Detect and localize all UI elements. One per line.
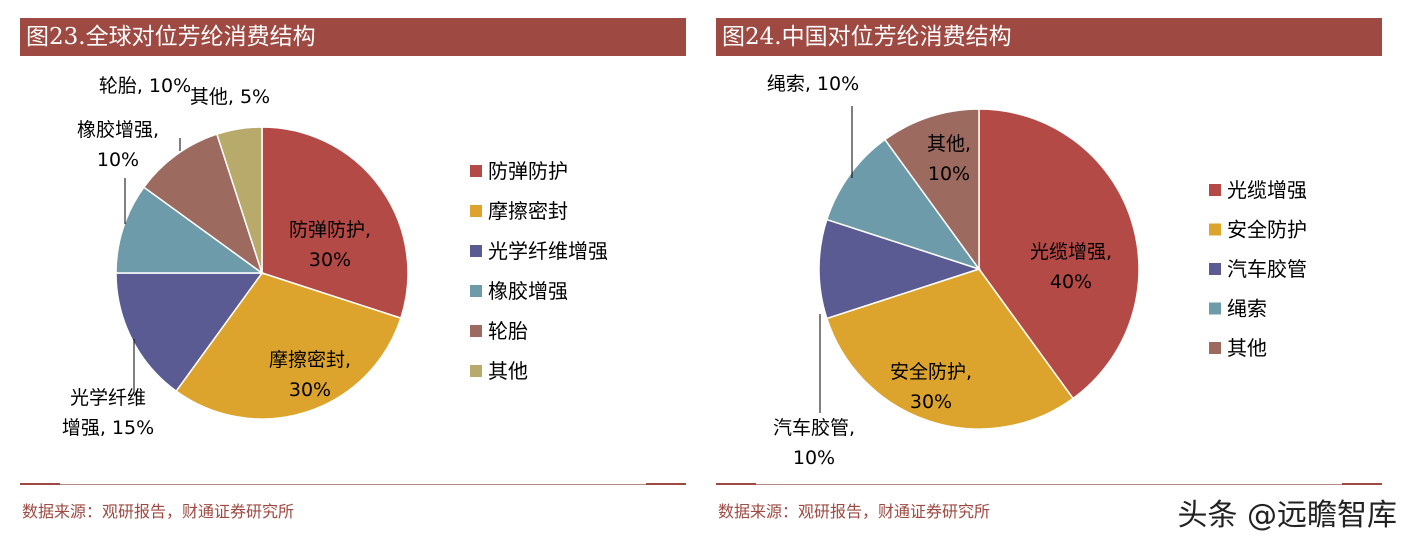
pie-slice [115,272,264,393]
source-note: 数据来源：观研报告，财通证券研究所 [22,502,295,521]
pie-slice [825,268,1075,430]
legend-swatch [470,245,482,257]
footer-accent-right [646,483,686,485]
data-label: 摩擦密封, 30% [269,349,351,401]
footer-accent-left [716,483,756,485]
legend-label: 摩擦密封 [488,199,568,223]
legend-swatch [470,165,482,177]
legend-swatch [470,325,482,337]
footer-divider [20,484,686,485]
legend-label: 防弹防护 [488,159,568,183]
legend-swatch [1209,184,1221,196]
legend-swatch [470,365,482,377]
footer-divider [716,484,1382,485]
watermark-text: 头条 @远瞻智库 [1177,498,1397,533]
data-label: 轮胎, 10% [99,75,191,97]
chart-title: 图24.中国对位芳纶消费结构 [716,18,1382,56]
data-label: 其他, 10% [927,133,971,185]
pie-slice [175,272,402,420]
legend-swatch [470,285,482,297]
legend-label: 其他 [488,359,528,383]
pie-slice [818,218,982,320]
legend-label: 绳索 [1227,297,1267,321]
pie-slice [261,126,409,320]
legend-label: 光学纤维增强 [488,239,608,263]
legend-label: 汽车胶管 [1227,257,1307,281]
data-label: 安全防护, 30% [890,361,972,413]
source-note: 数据来源：观研报告，财通证券研究所 [718,502,991,521]
data-label: 绳索, 10% [767,73,859,95]
pie-slice [978,108,1140,400]
pie-chart-china: 光缆增强, 40% 安全防护, 30% 汽车胶管, 10% 绳索, 10% 其他, 10% 光缆增… [767,73,1307,469]
legend-swatch [1209,302,1221,315]
legend-label: 安全防护 [1227,218,1307,242]
footer-accent-right [1342,483,1382,485]
data-label: 光缆增强, 40% [1030,241,1112,293]
pie-slice [215,126,263,274]
chart-panel-global: 图23.全球对位芳纶消费结构 防弹防护, 30% 摩擦密封, 30% 光学纤维增强, 1… [20,18,686,528]
data-label: 其他, 5% [190,86,270,108]
chart-panel-china: 图24.中国对位芳纶消费结构 光缆增强, 40% 安全防护, 30% 汽车胶管, 10% 绳… [716,18,1382,528]
legend-swatch [1209,223,1221,236]
legend-label: 光缆增强 [1227,178,1307,202]
pie-slice [115,186,265,274]
legend-label: 橡胶增强 [488,279,568,303]
data-label: 橡胶增强, 10% [77,119,159,171]
legend-swatch [1209,263,1221,275]
data-label: 汽车胶管, 10% [773,417,855,469]
data-label: 光学纤维增强, 15% [62,387,154,439]
pie-slice [142,133,264,275]
chart-title: 图23.全球对位芳纶消费结构 [20,18,686,56]
legend-label: 其他 [1227,336,1267,360]
pie-chart-global: 防弹防护, 30% 摩擦密封, 30% 光学纤维增强, 15% 橡胶增强, 10% 轮胎, 1… [62,75,608,439]
pie-slice [825,138,981,271]
legend-label: 轮胎 [488,319,528,343]
legend-swatch [1209,342,1221,354]
pie-slice [883,108,980,272]
legend-swatch [470,205,482,217]
data-label: 防弹防护, 30% [289,219,371,271]
footer-accent-left [20,483,60,485]
